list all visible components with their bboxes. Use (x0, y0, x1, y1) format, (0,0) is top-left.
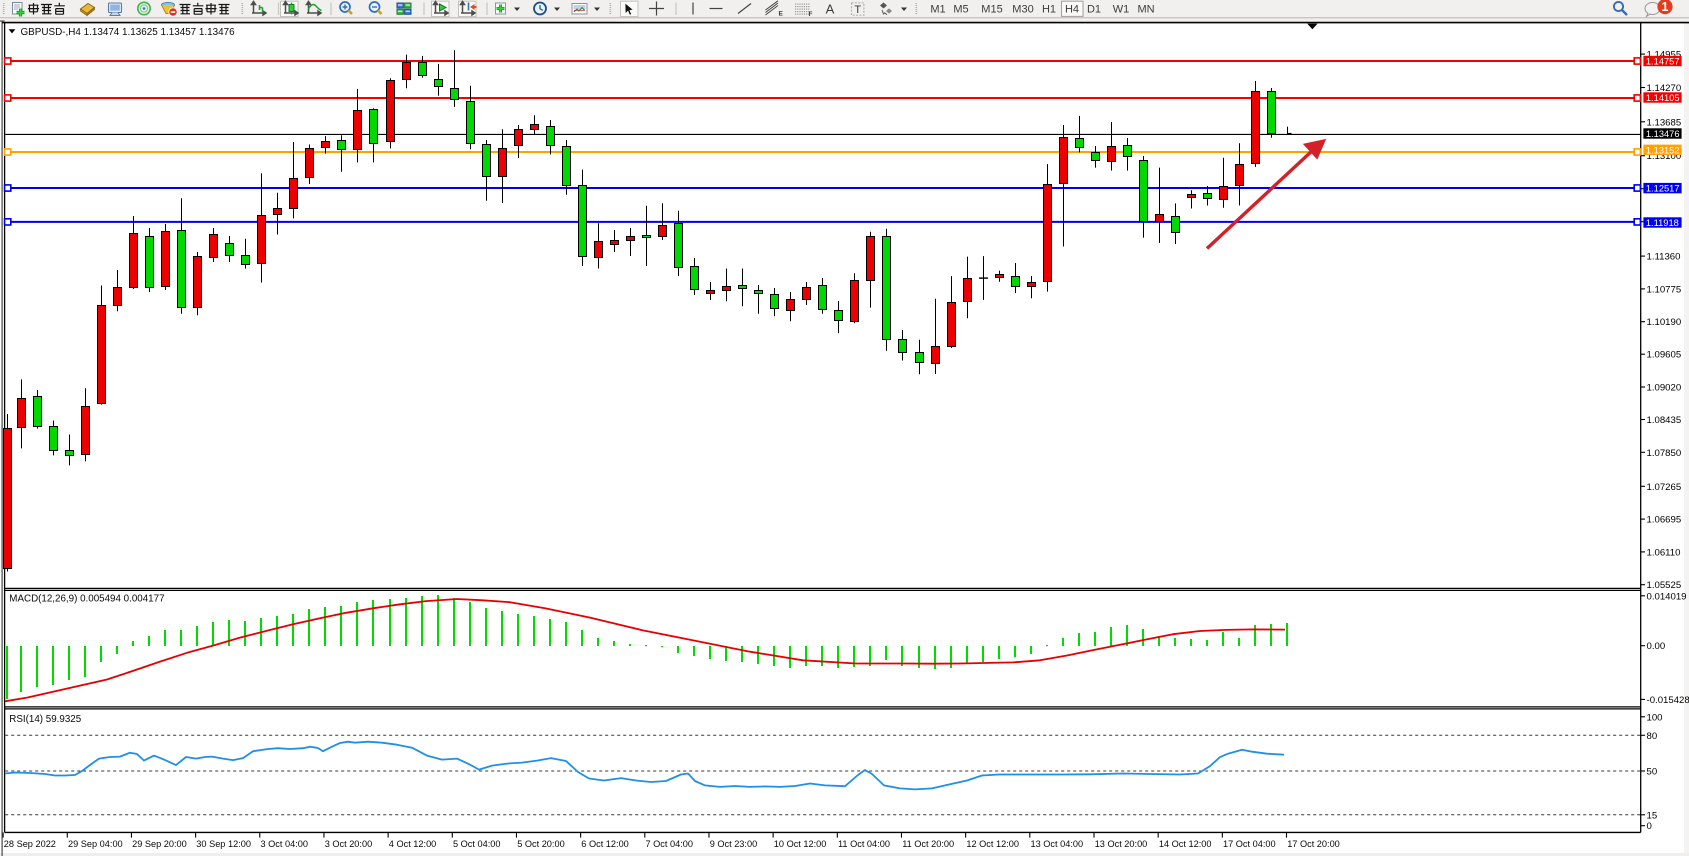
svg-text:15: 15 (1647, 810, 1658, 821)
svg-text:1.14105: 1.14105 (1646, 93, 1680, 103)
svg-text:9 Oct 23:00: 9 Oct 23:00 (710, 839, 758, 849)
svg-text:MN: MN (1137, 4, 1154, 16)
svg-text:5 Oct 04:00: 5 Oct 04:00 (453, 839, 501, 849)
svg-text:1.06695: 1.06695 (1647, 515, 1682, 526)
svg-text:3 Oct 04:00: 3 Oct 04:00 (261, 839, 309, 849)
svg-text:W1: W1 (1113, 4, 1130, 16)
svg-text:1.07850: 1.07850 (1647, 448, 1682, 459)
svg-text:D1: D1 (1087, 4, 1101, 16)
svg-text:0.014019: 0.014019 (1647, 591, 1687, 602)
svg-text:30 Sep 12:00: 30 Sep 12:00 (196, 839, 251, 849)
svg-text:T: T (854, 4, 861, 16)
svg-text:17 Oct 20:00: 17 Oct 20:00 (1287, 839, 1340, 849)
svg-text:M1: M1 (930, 4, 945, 16)
svg-text:1.10190: 1.10190 (1647, 317, 1682, 328)
svg-text:1.14757: 1.14757 (1646, 57, 1680, 67)
svg-text:1.14270: 1.14270 (1647, 83, 1682, 94)
svg-text:1.09020: 1.09020 (1647, 383, 1682, 394)
svg-text:0.00: 0.00 (1647, 641, 1666, 652)
svg-text:29 Sep 04:00: 29 Sep 04:00 (68, 839, 123, 849)
svg-text:17 Oct 04:00: 17 Oct 04:00 (1223, 839, 1276, 849)
svg-text:M15: M15 (981, 4, 1002, 16)
svg-text:11 Oct 04:00: 11 Oct 04:00 (838, 839, 890, 849)
svg-text:29 Sep 20:00: 29 Sep 20:00 (132, 839, 187, 849)
svg-text:5 Oct 20:00: 5 Oct 20:00 (517, 839, 565, 849)
svg-text:H1: H1 (1042, 4, 1056, 16)
svg-text:1.13100: 1.13100 (1647, 151, 1682, 162)
svg-text:M30: M30 (1012, 4, 1033, 16)
svg-text:13 Oct 04:00: 13 Oct 04:00 (1031, 839, 1084, 849)
svg-text:A: A (826, 2, 835, 17)
svg-text:MACD(12,26,9) 0.005494 0.00417: MACD(12,26,9) 0.005494 0.004177 (9, 594, 164, 605)
svg-text:13 Oct 20:00: 13 Oct 20:00 (1095, 839, 1148, 849)
svg-text:6 Oct 12:00: 6 Oct 12:00 (581, 839, 629, 849)
svg-text:4 Oct 12:00: 4 Oct 12:00 (389, 839, 437, 849)
svg-text:1.13476: 1.13476 (1646, 129, 1680, 139)
svg-text:1: 1 (1662, 0, 1669, 14)
svg-text:50: 50 (1647, 767, 1658, 778)
svg-text:0: 0 (1647, 821, 1652, 832)
svg-text:E: E (779, 11, 784, 18)
svg-text:1.08435: 1.08435 (1647, 415, 1682, 426)
svg-text:1.06110: 1.06110 (1647, 547, 1681, 558)
svg-text:100: 100 (1647, 712, 1663, 723)
svg-text:7 Oct 04:00: 7 Oct 04:00 (646, 839, 694, 849)
svg-text:1.11360: 1.11360 (1647, 252, 1681, 263)
svg-text:12 Oct 12:00: 12 Oct 12:00 (966, 839, 1019, 849)
svg-text:1.13685: 1.13685 (1647, 117, 1682, 128)
svg-text:80: 80 (1647, 731, 1658, 742)
svg-text:1.10775: 1.10775 (1647, 284, 1682, 295)
svg-text:H4: H4 (1065, 4, 1079, 16)
svg-text:11 Oct 20:00: 11 Oct 20:00 (902, 839, 954, 849)
svg-text:1.05525: 1.05525 (1647, 580, 1682, 591)
svg-text:10 Oct 12:00: 10 Oct 12:00 (774, 839, 827, 849)
svg-text:-0.015428: -0.015428 (1647, 695, 1689, 706)
svg-text:RSI(14) 59.9325: RSI(14) 59.9325 (9, 714, 81, 725)
svg-text:F: F (809, 11, 813, 18)
svg-text:1.12517: 1.12517 (1646, 184, 1680, 194)
svg-text:GBPUSD-,H4 1.13474 1.13625 1.: GBPUSD-,H4 1.13474 1.13625 1.13457 1.134… (21, 27, 236, 38)
svg-text:28 Sep 2022: 28 Sep 2022 (4, 839, 56, 849)
svg-text:1.11918: 1.11918 (1646, 218, 1679, 228)
svg-text:1.07265: 1.07265 (1647, 482, 1682, 493)
svg-text:1.13152: 1.13152 (1646, 145, 1680, 155)
svg-text:1.14955: 1.14955 (1647, 50, 1682, 61)
svg-text:14 Oct 12:00: 14 Oct 12:00 (1159, 839, 1212, 849)
svg-text:M5: M5 (953, 4, 968, 16)
svg-text:3 Oct 20:00: 3 Oct 20:00 (325, 839, 373, 849)
svg-text:1.09605: 1.09605 (1647, 350, 1682, 361)
